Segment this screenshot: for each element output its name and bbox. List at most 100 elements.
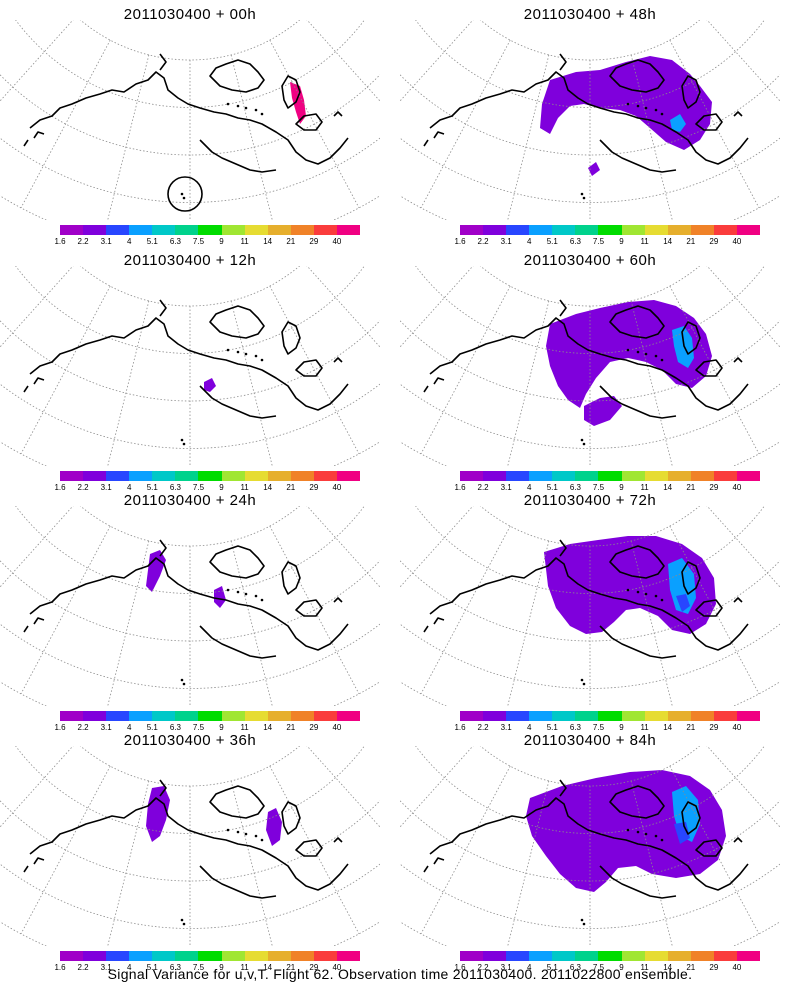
island [626, 348, 630, 352]
colorbar-label: 29 [709, 963, 719, 972]
colorbar-label: 29 [309, 723, 319, 732]
coastline [609, 545, 665, 579]
coastline [433, 857, 445, 865]
colorbar-label: 14 [663, 723, 673, 732]
coastline [209, 785, 265, 819]
longitude-gridline [306, 746, 380, 828]
island [580, 438, 584, 442]
colorbar-label: 6.3 [569, 723, 581, 732]
colorbar-label: 21 [686, 723, 696, 732]
latitude-gridline [400, 623, 780, 689]
colorbar-swatch [106, 951, 130, 961]
latitude-gridline [415, 746, 765, 834]
longitude-gridline [507, 780, 550, 946]
colorbar-label: 14 [663, 963, 673, 972]
polar-map [0, 20, 380, 220]
colorbar-label: 1.6 [454, 237, 466, 246]
colorbar-label: 11 [640, 237, 649, 246]
coastline [733, 111, 743, 117]
colorbar: 1.6 2.2 3.1 4 5.1 6.3 7.5 9 11 14 21 29 40 [454, 471, 761, 495]
colorbar-swatch [483, 951, 507, 961]
coastline [681, 75, 701, 109]
colorbar-label: 6.3 [169, 483, 181, 492]
coastline [159, 53, 167, 71]
longitude-gridline [230, 54, 273, 220]
colorbar-swatch [175, 711, 199, 721]
colorbar-label: 2.2 [477, 723, 489, 732]
variance-region [540, 56, 712, 150]
longitude-gridline [706, 746, 780, 828]
coastline [33, 857, 45, 865]
longitude-gridline [0, 506, 74, 588]
longitude-gridline [731, 266, 780, 337]
coastline [609, 785, 665, 819]
island [654, 108, 658, 112]
island [180, 678, 184, 682]
colorbar-swatch [290, 225, 314, 235]
island [626, 102, 630, 106]
coastline [429, 557, 749, 651]
colorbar-label: 2.2 [77, 963, 89, 972]
map-panel: 2011030400 + 24h 1.6 2.2 3.1 4 5.1 6.3 7.5 9 11 14… [0, 488, 380, 736]
panel-title: 2011030400 + 12h [123, 252, 257, 269]
latitude-gridline [479, 746, 701, 787]
colorbar-swatch [267, 471, 291, 481]
panel-title: 2011030400 + 48h [523, 6, 657, 23]
coastline [159, 299, 167, 317]
colorbar-swatch [575, 951, 599, 961]
colorbar-swatch [713, 951, 737, 961]
colorbar-label: 5.1 [546, 237, 558, 246]
coastline [295, 113, 323, 131]
colorbar-label: 21 [286, 963, 296, 972]
colorbar-swatch [83, 225, 107, 235]
colorbar-label: 9 [219, 963, 224, 972]
coastline [199, 865, 277, 899]
colorbar: 1.6 2.2 3.1 4 5.1 6.3 7.5 9 11 14 21 29 40 [454, 225, 761, 249]
latitude-gridline [415, 506, 765, 594]
map-panel: 2011030400 + 48h 1.6 2.2 3.1 4 5.1 6.3 7.5 9 11 14… [400, 2, 780, 250]
island [582, 922, 586, 926]
coastline [333, 597, 343, 603]
colorbar-label: 4 [526, 483, 532, 492]
variance-region [676, 594, 690, 612]
longitude-gridline [507, 300, 550, 466]
coastline [199, 385, 277, 419]
colorbar-label: 11 [240, 723, 249, 732]
latitude-gridline [400, 863, 780, 929]
island [260, 112, 264, 116]
longitude-gridline [20, 285, 111, 455]
longitude-gridline [306, 266, 380, 348]
colorbar-label: 3.1 [500, 483, 512, 492]
island [254, 834, 258, 838]
longitude-gridline [20, 525, 111, 695]
island [654, 594, 658, 598]
colorbar-swatch [83, 951, 107, 961]
colorbar-swatch [152, 225, 176, 235]
coastline [599, 865, 677, 899]
colorbar-swatch [106, 711, 130, 721]
colorbar-swatch [152, 951, 176, 961]
colorbar-label: 7.5 [192, 483, 205, 492]
coastline [281, 75, 301, 109]
coastline [681, 801, 701, 835]
longitude-gridline [306, 506, 380, 588]
island [180, 192, 184, 196]
colorbar-swatch [529, 225, 553, 235]
coastline [559, 299, 567, 317]
coastline [433, 131, 445, 139]
longitude-gridline [507, 54, 550, 220]
colorbar-label: 14 [263, 963, 273, 972]
panel-title: 2011030400 + 36h [123, 732, 257, 749]
coastline [733, 357, 743, 363]
colorbar-label: 21 [286, 723, 296, 732]
latitude-gridline [415, 20, 765, 108]
longitude-gridline [630, 540, 673, 706]
coastline [695, 839, 723, 857]
island [644, 592, 648, 596]
colorbar-label: 2.2 [477, 963, 489, 972]
colorbar-label: 5.1 [146, 963, 158, 972]
colorbar-label: 2.2 [477, 483, 489, 492]
colorbar-swatch [483, 711, 507, 721]
colorbar-swatch [198, 225, 222, 235]
island [636, 350, 640, 354]
